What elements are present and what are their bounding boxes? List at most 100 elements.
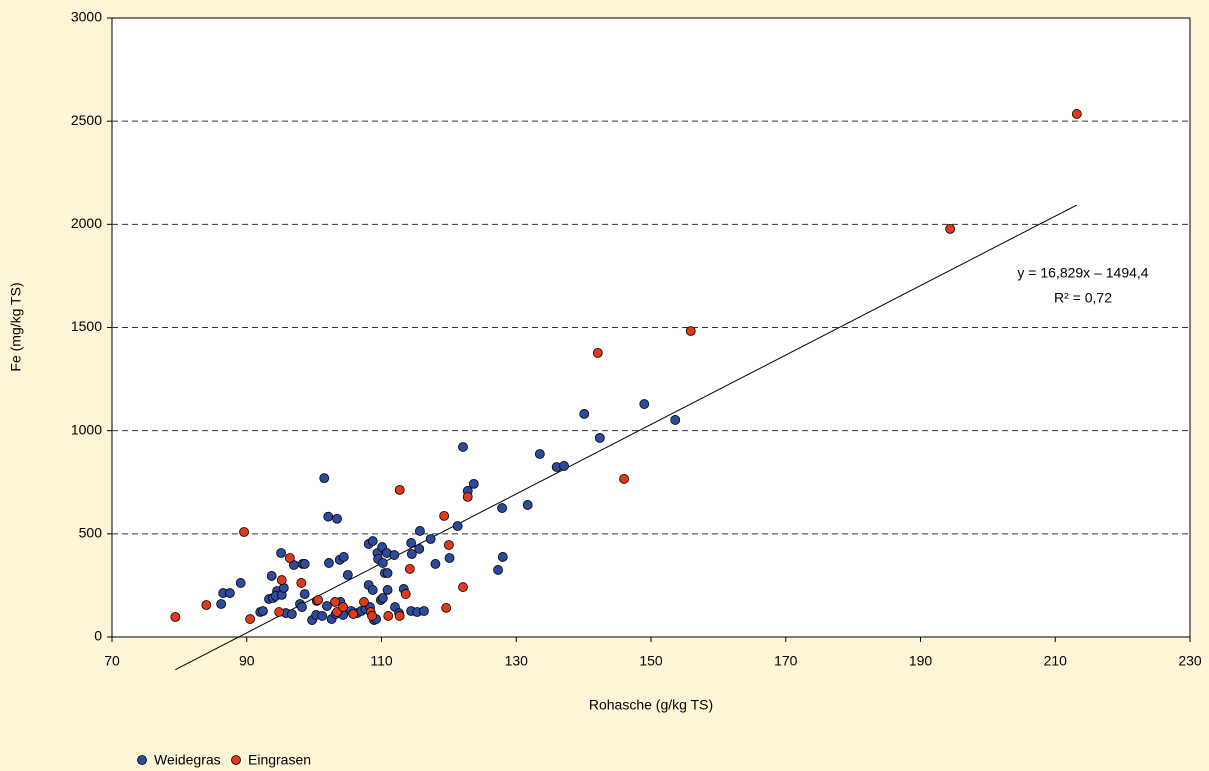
point	[377, 558, 388, 568]
point	[594, 432, 605, 443]
legend-marker	[231, 755, 241, 765]
point	[225, 588, 235, 598]
point	[394, 611, 405, 621]
x-tick-label: 210	[1044, 653, 1068, 669]
point	[406, 538, 417, 548]
point	[377, 593, 388, 603]
point	[559, 461, 569, 471]
point	[444, 553, 455, 563]
point	[319, 473, 330, 484]
point	[383, 611, 394, 621]
x-tick-label: 170	[774, 653, 798, 669]
point	[258, 606, 268, 616]
x-tick-label: 130	[505, 653, 529, 669]
y-tick-label: 2500	[71, 112, 102, 128]
y-tick-label: 1500	[71, 318, 102, 334]
point	[201, 600, 212, 610]
point	[216, 599, 227, 609]
point	[348, 609, 359, 619]
point	[415, 526, 425, 536]
point	[367, 536, 378, 546]
point	[441, 603, 452, 613]
point	[493, 565, 503, 575]
equation: y = 16,829x – 1494,4	[1017, 265, 1148, 281]
point	[286, 609, 297, 619]
y-tick-label: 2000	[71, 215, 102, 231]
point	[359, 597, 369, 607]
point	[338, 552, 349, 562]
point	[685, 326, 696, 336]
point	[439, 510, 450, 521]
point	[299, 589, 310, 599]
point	[245, 614, 256, 624]
point	[452, 521, 463, 531]
point	[1071, 109, 1082, 119]
point	[670, 415, 681, 425]
point	[406, 549, 417, 559]
point	[394, 484, 405, 495]
point	[338, 602, 348, 612]
point	[332, 513, 342, 524]
point	[497, 552, 508, 562]
point	[276, 575, 287, 585]
trendline	[175, 204, 1078, 671]
legend-label: Eingrasen	[248, 752, 311, 768]
point	[323, 511, 334, 522]
point	[382, 568, 393, 578]
point	[462, 491, 473, 502]
point	[400, 589, 411, 599]
point	[239, 527, 249, 537]
x-tick-label: 230	[1178, 653, 1202, 669]
point	[342, 569, 353, 580]
plot-area	[111, 17, 1191, 638]
point	[404, 564, 415, 574]
point	[592, 347, 603, 358]
r-squared: R² = 0,72	[1054, 290, 1112, 306]
point	[414, 543, 425, 554]
x-tick-label: 70	[104, 653, 120, 669]
y-tick-label: 500	[79, 525, 103, 541]
point	[430, 559, 441, 569]
point	[284, 553, 295, 563]
point	[330, 597, 340, 607]
point	[468, 479, 479, 489]
legend-marker	[137, 755, 147, 765]
point	[170, 612, 181, 622]
y-tick-label: 3000	[71, 9, 102, 25]
x-axis-label: Rohasche (g/kg TS)	[589, 697, 713, 713]
point	[945, 223, 956, 234]
point	[274, 607, 284, 617]
point	[639, 399, 650, 409]
x-tick-label: 90	[239, 653, 255, 669]
point	[367, 611, 377, 621]
point	[458, 582, 468, 592]
y-tick-label: 1000	[71, 421, 102, 437]
x-tick-label: 110	[370, 653, 393, 669]
point	[443, 540, 454, 550]
x-tick-label: 190	[909, 653, 933, 669]
point	[324, 558, 334, 568]
point	[382, 585, 393, 595]
point	[276, 548, 287, 558]
point	[235, 578, 246, 588]
point	[497, 503, 508, 513]
point	[322, 601, 332, 611]
point	[419, 606, 429, 616]
point	[579, 409, 590, 419]
point	[296, 578, 307, 588]
point	[266, 571, 277, 581]
point	[458, 442, 468, 452]
y-tick-label: 0	[94, 628, 102, 644]
point	[297, 602, 307, 612]
point	[299, 559, 310, 569]
point	[619, 474, 629, 484]
point	[313, 595, 324, 605]
point	[389, 550, 400, 560]
point	[534, 449, 545, 459]
point	[317, 611, 328, 621]
point	[425, 534, 436, 544]
x-tick-label: 150	[639, 653, 663, 669]
y-axis-label: Fe (mg/kg TS)	[8, 282, 24, 371]
legend-label: Weidegras	[154, 752, 221, 768]
